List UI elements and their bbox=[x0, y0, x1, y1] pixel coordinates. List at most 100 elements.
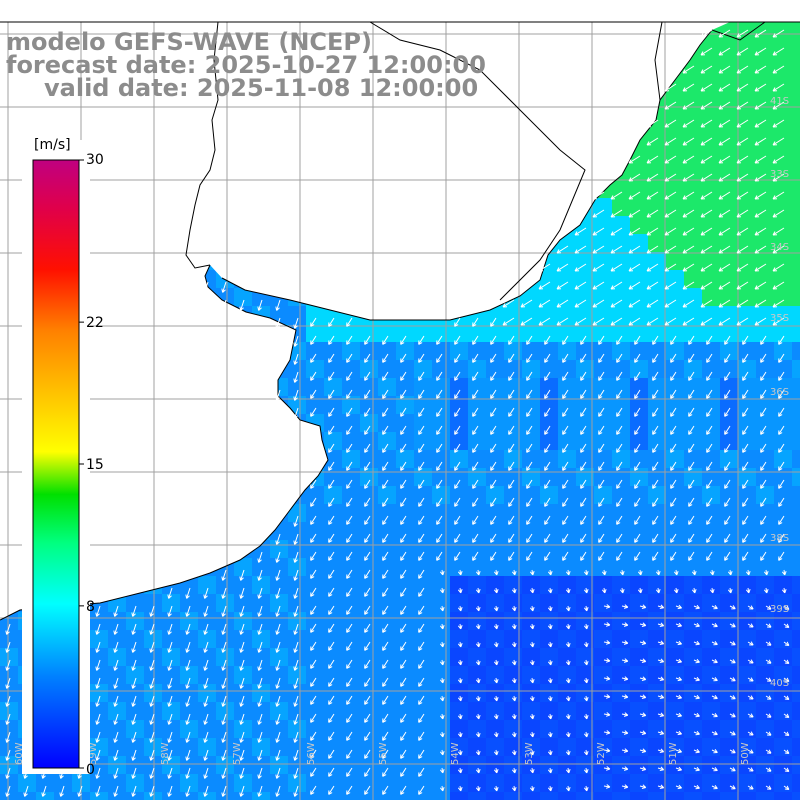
wind-arrow bbox=[328, 713, 335, 723]
wind-arrow bbox=[544, 479, 551, 489]
field-cell bbox=[648, 414, 666, 432]
field-cell bbox=[630, 522, 648, 540]
wind-arrow bbox=[364, 623, 371, 633]
wind-arrow bbox=[364, 389, 371, 399]
wind-arrow bbox=[275, 785, 281, 797]
wind-arrow bbox=[616, 353, 623, 363]
field-cell bbox=[0, 774, 18, 792]
wind-arrow bbox=[439, 569, 445, 576]
wind-arrow bbox=[603, 766, 611, 771]
wind-arrow bbox=[700, 209, 713, 218]
wind-arrow bbox=[565, 785, 571, 792]
wind-arrow bbox=[457, 623, 463, 630]
wind-arrow bbox=[700, 299, 713, 308]
field-cell bbox=[630, 342, 648, 360]
wind-arrow bbox=[652, 551, 659, 561]
wind-arrow bbox=[239, 641, 245, 653]
wind-arrow bbox=[574, 263, 587, 272]
field-cell bbox=[522, 360, 540, 378]
wind-arrow bbox=[718, 173, 731, 182]
field-cell bbox=[360, 648, 378, 666]
wind-arrow bbox=[113, 659, 119, 671]
lat-label: 40S bbox=[770, 678, 789, 689]
wind-arrow bbox=[95, 695, 101, 707]
field-cell bbox=[486, 576, 504, 594]
field-cell bbox=[792, 126, 800, 144]
wind-arrow bbox=[598, 407, 605, 417]
field-cell bbox=[666, 252, 684, 270]
wind-arrow bbox=[565, 623, 571, 630]
wind-arrow bbox=[328, 641, 335, 651]
field-cell bbox=[198, 774, 216, 792]
field-cell bbox=[594, 270, 612, 288]
field-cell bbox=[432, 342, 450, 360]
wind-arrow bbox=[508, 497, 515, 507]
field-cell bbox=[558, 360, 576, 378]
field-cell bbox=[738, 522, 756, 540]
field-cell bbox=[792, 90, 800, 108]
field-cell bbox=[396, 630, 414, 648]
field-cell bbox=[540, 396, 558, 414]
field-cell bbox=[378, 540, 396, 558]
field-cell bbox=[612, 684, 630, 702]
wind-arrow bbox=[547, 713, 553, 720]
wind-arrow bbox=[275, 389, 281, 401]
wind-arrow bbox=[621, 712, 629, 717]
wind-arrow bbox=[382, 443, 389, 453]
wind-arrow bbox=[418, 587, 425, 597]
field-cell bbox=[306, 720, 324, 738]
field-cell bbox=[756, 594, 774, 612]
wind-arrow bbox=[293, 389, 299, 401]
field-cell bbox=[648, 324, 666, 342]
field-cell bbox=[630, 594, 648, 612]
wind-arrow bbox=[610, 317, 623, 326]
field-cell bbox=[216, 576, 234, 594]
field-cell bbox=[378, 666, 396, 684]
wind-arrow bbox=[529, 605, 535, 612]
field-cell bbox=[486, 720, 504, 738]
wind-arrow bbox=[675, 622, 683, 628]
field-cell bbox=[702, 504, 720, 522]
wind-arrow bbox=[131, 767, 137, 779]
field-cell bbox=[648, 432, 666, 450]
wind-arrow bbox=[400, 731, 407, 741]
field-cell bbox=[234, 666, 252, 684]
field-cell bbox=[540, 576, 558, 594]
field-cell bbox=[558, 450, 576, 468]
field-cell bbox=[738, 72, 756, 90]
field-cell bbox=[702, 126, 720, 144]
field-cell bbox=[360, 666, 378, 684]
wind-arrow bbox=[763, 587, 769, 594]
field-cell bbox=[288, 648, 306, 666]
wind-arrow bbox=[364, 605, 371, 615]
wind-arrow bbox=[149, 623, 155, 635]
wind-arrow bbox=[682, 155, 695, 164]
wind-arrow bbox=[239, 713, 245, 725]
field-cell bbox=[684, 144, 702, 162]
field-cell bbox=[648, 198, 666, 216]
field-cell bbox=[486, 486, 504, 504]
field-cell bbox=[486, 468, 504, 486]
field-cell bbox=[0, 756, 18, 774]
wind-arrow bbox=[293, 335, 299, 347]
field-cell bbox=[198, 666, 216, 684]
wind-arrow bbox=[652, 533, 659, 543]
wind-arrow bbox=[475, 623, 481, 630]
wind-arrow bbox=[670, 497, 677, 507]
wind-arrow bbox=[664, 281, 677, 290]
field-cell bbox=[144, 702, 162, 720]
wind-arrow bbox=[778, 407, 785, 417]
wind-arrow bbox=[670, 479, 677, 489]
wind-arrow bbox=[760, 389, 767, 399]
field-cell bbox=[702, 774, 720, 792]
field-cell bbox=[270, 792, 288, 800]
field-cell bbox=[270, 630, 288, 648]
field-cell bbox=[0, 648, 18, 666]
wind-arrow bbox=[700, 137, 713, 146]
wind-arrow bbox=[574, 317, 587, 326]
field-cell bbox=[594, 702, 612, 720]
field-cell bbox=[702, 522, 720, 540]
wind-arrow bbox=[203, 641, 209, 653]
wind-arrow bbox=[346, 515, 353, 525]
